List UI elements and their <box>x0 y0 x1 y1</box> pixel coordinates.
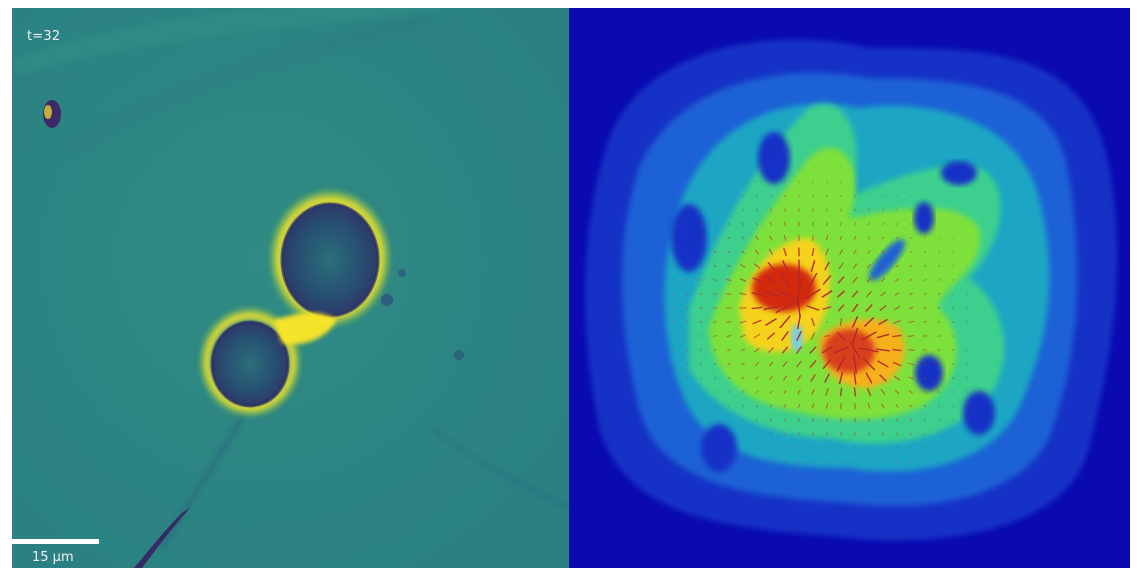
traction-vector <box>686 224 687 225</box>
traction-vector <box>686 252 687 253</box>
traction-vector <box>799 447 800 449</box>
traction-vector <box>785 209 786 212</box>
traction-vector <box>925 461 926 462</box>
traction-vector <box>700 280 702 281</box>
traction-vector <box>827 209 828 212</box>
traction-vector <box>908 350 914 351</box>
traction-vector <box>869 195 870 197</box>
traction-vector <box>939 448 940 449</box>
traction-vector <box>729 181 730 182</box>
traction-vector <box>771 461 772 462</box>
traction-vector <box>757 447 758 448</box>
traction-vector <box>743 447 744 448</box>
traction-vector <box>757 181 758 182</box>
traction-vector <box>939 224 940 225</box>
traction-vector <box>952 294 954 295</box>
traction-vector <box>908 336 914 337</box>
traction-vector <box>937 322 940 323</box>
traction-vector <box>966 392 967 393</box>
scale-bar-label: 15 μm <box>32 550 74 565</box>
traction-vector <box>841 195 842 197</box>
traction-vector <box>855 195 856 197</box>
traction-vector <box>771 447 772 448</box>
traction-vector <box>869 447 870 449</box>
traction-vector <box>883 461 884 463</box>
traction-vector <box>897 195 898 196</box>
traction-vector <box>869 181 870 182</box>
traction-vector <box>715 420 716 421</box>
traction-vector <box>686 266 688 267</box>
traction-vector <box>952 280 954 281</box>
traction-vector <box>713 322 716 323</box>
traction-vector <box>966 420 967 421</box>
traction-vector <box>686 364 687 365</box>
traction-vector <box>911 461 912 462</box>
traction-vector <box>897 461 898 462</box>
traction-vector <box>883 447 884 449</box>
force-map-image <box>569 8 1130 568</box>
traction-vector <box>686 378 687 379</box>
traction-vector <box>883 181 884 182</box>
traction-vector <box>686 350 688 351</box>
traction-vector <box>953 434 954 435</box>
traction-vector <box>700 336 702 337</box>
traction-vector <box>813 433 814 436</box>
traction-vector <box>701 210 702 211</box>
traction-vector <box>952 378 954 379</box>
traction-vector <box>686 392 687 393</box>
traction-vector <box>785 447 786 449</box>
traction-vector <box>952 308 954 309</box>
traction-vector <box>883 195 884 196</box>
traction-vector <box>700 406 701 407</box>
traction-vector <box>841 403 842 409</box>
traction-vector <box>726 294 731 295</box>
traction-vector <box>911 209 912 210</box>
traction-vector <box>911 196 912 197</box>
traction-vector <box>729 433 730 434</box>
scale-bar <box>12 539 99 544</box>
traction-vector <box>952 266 953 267</box>
traction-vector <box>715 195 716 196</box>
traction-vector <box>938 364 941 365</box>
time-label: t=32 <box>27 29 60 44</box>
traction-vector <box>729 195 730 196</box>
traction-vector <box>672 252 673 253</box>
traction-vector <box>855 403 856 409</box>
traction-vector <box>757 461 758 462</box>
traction-vector <box>952 252 953 253</box>
traction-vector <box>925 210 926 211</box>
traction-vector <box>757 195 758 197</box>
traction-vector <box>785 461 786 462</box>
force-map-panel <box>569 8 1130 568</box>
traction-vector <box>952 420 953 421</box>
traction-vector <box>966 406 967 407</box>
traction-vector <box>771 195 772 197</box>
traction-vector <box>953 238 954 239</box>
traction-vector <box>966 280 967 281</box>
micrograph-panel: t=32 15 μm <box>12 8 569 568</box>
traction-vector <box>966 266 967 267</box>
traction-vector <box>925 447 926 448</box>
micrograph-image <box>12 8 569 568</box>
traction-vector <box>743 181 744 182</box>
traction-vector <box>686 238 687 239</box>
